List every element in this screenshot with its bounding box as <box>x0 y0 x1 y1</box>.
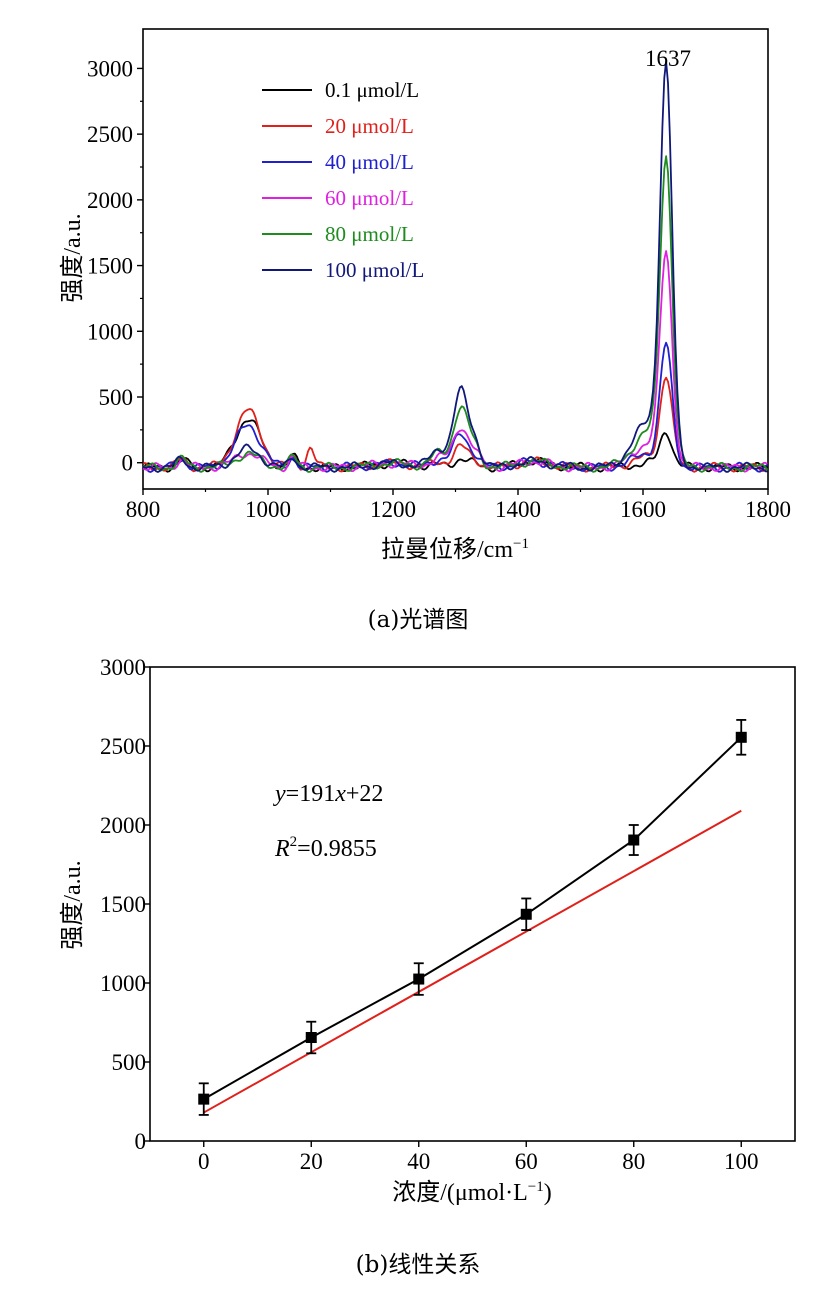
legend-label: 80 μmol/L <box>325 222 414 246</box>
data-point <box>520 908 532 920</box>
legend-label: 20 μmol/L <box>325 114 414 138</box>
series-line-1 <box>142 419 768 473</box>
panel-a-x-axis-label-main: 拉曼位移/cm <box>381 536 513 563</box>
panel-b-eq-y: y <box>273 781 286 807</box>
panel-a-x-ticks: 800 1000 1200 1400 1600 1800 <box>126 489 791 522</box>
panel-a-y-tick-label: 3000 <box>87 56 133 81</box>
panel-a-x-tick-label: 1600 <box>620 497 666 522</box>
panel-a-caption: (a)光谱图 <box>368 607 469 633</box>
panel-a-series-group <box>142 60 769 473</box>
data-connecting-line <box>203 736 742 1100</box>
panel-b-r-squared: R2=0.9855 <box>274 834 377 862</box>
panel-b-y-tick-label: 3000 <box>100 655 146 680</box>
panel-b-r2-r: R <box>274 836 290 862</box>
panel-a-y-tick-label: 2000 <box>87 188 133 213</box>
panel-b-plot-frame <box>149 666 796 1142</box>
panel-a-x-tick-label: 1000 <box>245 497 291 522</box>
data-point <box>413 973 425 985</box>
panel-b-x-axis-label-sup: −1 <box>528 1179 544 1195</box>
panel-b-x-tick-label: 80 <box>622 1149 645 1174</box>
data-point <box>198 1093 210 1105</box>
series-line-4 <box>142 250 768 473</box>
panel-a-x-tick-label: 1800 <box>745 497 791 522</box>
panel-a-x-tick-label: 1400 <box>495 497 541 522</box>
panel-b-y-tick-label: 1000 <box>100 971 146 996</box>
legend-label: 40 μmol/L <box>325 150 414 174</box>
panel-b-r2-sup: 2 <box>290 834 298 850</box>
panel-a-y-tick-label: 1000 <box>87 319 133 344</box>
panel-a-y-tick-label: 1500 <box>87 254 133 279</box>
panel-a-x-axis-label: 拉曼位移/cm−1 <box>381 536 529 563</box>
panel-a-y-tick-label: 2500 <box>87 122 133 147</box>
data-point <box>305 1032 317 1044</box>
panel-b-y-tick-label: 500 <box>112 1050 147 1075</box>
series-line-6 <box>142 60 768 473</box>
panel-b-eq-mid: =191 <box>286 781 336 807</box>
panel-b-x-ticks: 0 20 40 60 80 100 <box>198 1141 759 1174</box>
panel-b-x-tick-label: 60 <box>515 1149 538 1174</box>
legend-label: 100 μmol/L <box>325 258 424 282</box>
panel-b-marks <box>198 719 747 1116</box>
data-point <box>628 834 640 846</box>
panel-a-y-axis-label: 强度/a.u. <box>59 213 86 302</box>
panel-b-x-axis-label-end: ) <box>544 1180 552 1206</box>
legend-label: 60 μmol/L <box>325 186 414 210</box>
panel-b-fit-equation: y=191x+22 <box>273 781 383 807</box>
panel-b-eq-end: +22 <box>346 781 384 807</box>
panel-a-x-tick-label: 1200 <box>370 497 416 522</box>
panel-a-y-tick-label: 500 <box>99 385 134 410</box>
panel-b-x-tick-label: 0 <box>198 1149 210 1174</box>
panel-b-r2-value: =0.9855 <box>297 836 377 862</box>
panel-b-x-axis-label: 浓度/(μmol·L−1) <box>392 1179 551 1206</box>
data-point <box>735 731 747 743</box>
panel-b-y-axis-label: 强度/a.u. <box>59 860 86 949</box>
panel-a-y-ticks: 0 500 1000 1500 2000 2500 3000 <box>87 56 143 476</box>
panel-b-y-tick-label: 2500 <box>100 734 146 759</box>
panel-a-legend: 0.1 μmol/L 20 μmol/L 40 μmol/L 60 μmol/L 80 … <box>262 78 424 282</box>
panel-b-caption: (b)线性关系 <box>356 1252 481 1278</box>
panel-b-y-tick-label: 2000 <box>100 813 146 838</box>
panel-b-eq-x: x <box>334 781 346 807</box>
series-line-5 <box>142 155 769 473</box>
panel-a: 0 500 1000 1500 2000 2500 3000 800 1000 1200 1400… <box>59 28 791 633</box>
panel-b-y-tick-label: 0 <box>135 1129 147 1154</box>
panel-b-x-axis-label-main: 浓度/(μmol·L <box>392 1179 528 1206</box>
legend-label: 0.1 μmol/L <box>325 78 419 102</box>
linear-fit-line <box>203 809 742 1114</box>
panel-b-x-tick-label: 40 <box>407 1149 430 1174</box>
panel-a-x-tick-label: 800 <box>126 497 161 522</box>
panel-a-x-axis-label-sup: −1 <box>513 536 529 552</box>
panel-a-y-tick-label: 0 <box>122 451 134 476</box>
series-line-2 <box>142 376 768 473</box>
panel-b-y-ticks: 0 500 1000 1500 2000 2500 3000 <box>100 655 150 1154</box>
panel-b-y-tick-label: 1500 <box>100 892 146 917</box>
panel-b-x-tick-label: 100 <box>724 1149 759 1174</box>
panel-a-peak-label: 1637 <box>645 46 691 71</box>
panel-b-x-tick-label: 20 <box>300 1149 323 1174</box>
